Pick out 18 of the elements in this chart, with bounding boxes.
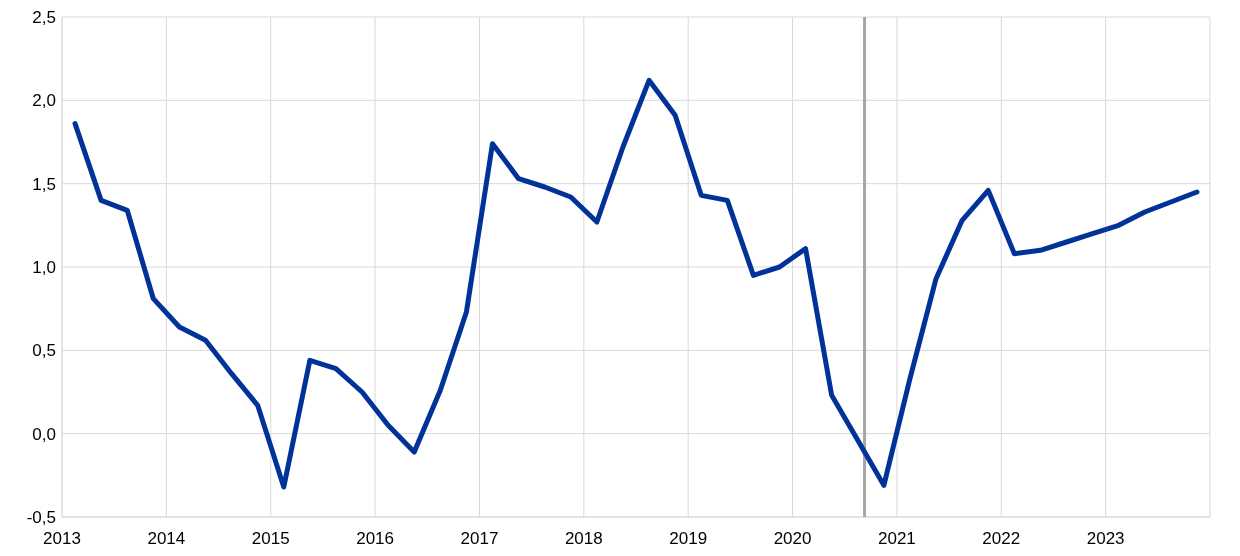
x-tick-label: 2013: [43, 529, 81, 548]
x-tick-label: 2019: [669, 529, 708, 548]
y-tick-label: 1,5: [32, 174, 56, 194]
x-tick-label: 2017: [460, 529, 499, 548]
x-tick-label: 2023: [1086, 529, 1125, 548]
x-tick-label: 2020: [773, 529, 812, 548]
x-tick-label: 2015: [251, 529, 290, 548]
y-tick-label: 0,5: [32, 341, 56, 361]
y-tick-label: 2,0: [32, 91, 56, 111]
x-tick-label: 2022: [982, 529, 1021, 548]
y-tick-label: 1,0: [32, 257, 56, 277]
y-tick-label: 2,5: [32, 7, 56, 27]
x-tick-label: 2014: [147, 529, 186, 548]
x-tick-label: 2016: [356, 529, 394, 548]
y-tick-label: -0,5: [26, 507, 56, 527]
x-tick-label: 2021: [878, 529, 916, 548]
x-tick-label: 2018: [564, 529, 603, 548]
y-tick-label: 0,0: [32, 424, 56, 444]
